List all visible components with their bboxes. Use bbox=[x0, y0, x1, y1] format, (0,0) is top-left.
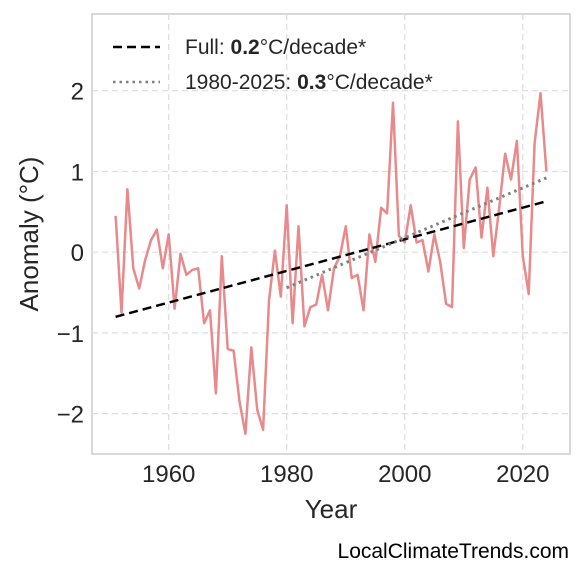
x-axis-label: Year bbox=[305, 494, 358, 524]
legend-entry-1980-2025: 1980-2025: 0.3°C/decade* bbox=[185, 71, 433, 94]
legend-label-full: Full: bbox=[185, 36, 231, 59]
legend-label-1980-2025: 1980-2025: bbox=[185, 71, 297, 94]
recent-trend-line bbox=[286, 176, 547, 290]
watermark: LocalClimateTrends.com bbox=[337, 540, 569, 563]
y-tick-label: 1 bbox=[71, 159, 84, 186]
y-tick-labels: −2 −1 0 1 2 bbox=[57, 79, 84, 429]
y-axis-label: Anomaly (°C) bbox=[14, 157, 44, 312]
legend-value-full: 0.2 bbox=[231, 36, 260, 59]
y-tick-label: −2 bbox=[57, 402, 84, 429]
x-tick-label: 1980 bbox=[260, 461, 313, 488]
y-tick-label: 0 bbox=[71, 240, 84, 267]
y-tick-label: −1 bbox=[57, 321, 84, 348]
x-tick-label: 2020 bbox=[496, 461, 549, 488]
legend-unit-1980-2025: °C/decade* bbox=[326, 71, 432, 94]
x-tick-label: 1960 bbox=[142, 461, 195, 488]
legend: Full: 0.2°C/decade* 1980-2025: 0.3°C/dec… bbox=[113, 36, 433, 94]
y-tick-label: 2 bbox=[71, 79, 84, 106]
legend-unit-full: °C/decade* bbox=[260, 36, 366, 59]
x-tick-label: 2000 bbox=[378, 461, 431, 488]
series-layer bbox=[114, 91, 548, 436]
legend-value-1980-2025: 0.3 bbox=[297, 71, 326, 94]
legend-entry-full: Full: 0.2°C/decade* bbox=[185, 36, 366, 59]
full-trend-line bbox=[115, 200, 547, 319]
x-tick-labels: 1960 1980 2000 2020 bbox=[142, 461, 549, 488]
anomaly-series-line bbox=[114, 91, 548, 436]
